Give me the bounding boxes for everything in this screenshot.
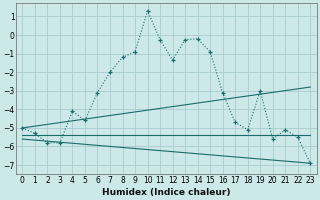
X-axis label: Humidex (Indice chaleur): Humidex (Indice chaleur) bbox=[102, 188, 231, 197]
